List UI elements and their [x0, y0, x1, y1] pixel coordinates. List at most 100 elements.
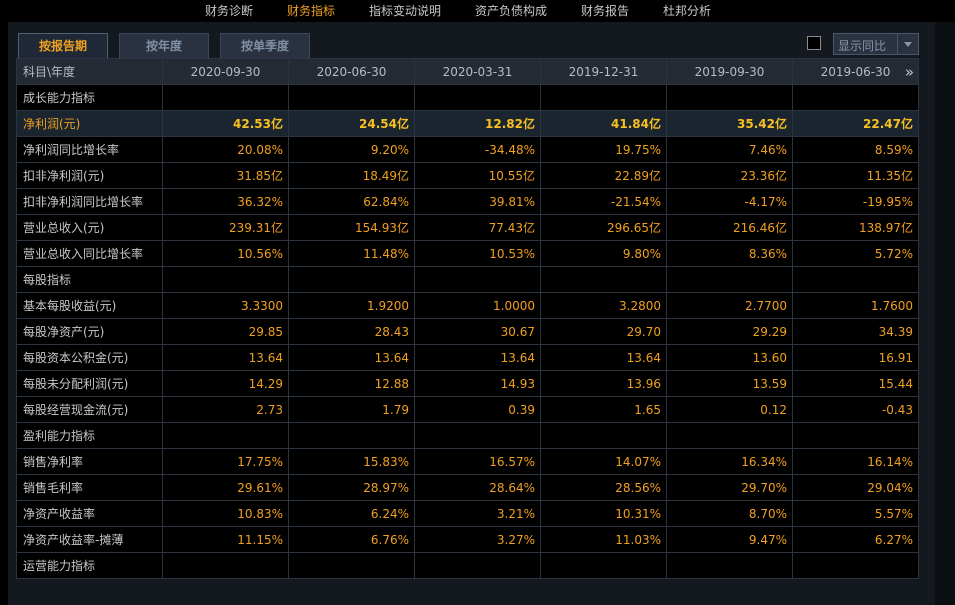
section-row: 每股指标: [16, 266, 919, 293]
value-cell: 5.57%: [792, 500, 919, 527]
row-label: 盈利能力指标: [16, 422, 163, 449]
yoy-checkbox[interactable]: [807, 36, 821, 50]
nav-indicator-changes[interactable]: 指标变动说明: [369, 4, 442, 18]
value-cell: 39.81%: [414, 188, 541, 215]
value-cell: 239.31亿: [162, 214, 289, 241]
value-cell: 22.47亿: [792, 110, 919, 137]
value-cell: 1.79: [288, 396, 415, 423]
value-cell: 296.65亿: [540, 214, 667, 241]
value-cell: 13.64: [414, 344, 541, 371]
right-scroll-strip: [935, 22, 955, 605]
value-cell: 18.49亿: [288, 162, 415, 189]
indicator-panel: 按报告期 按年度 按单季度 显示同比 科目\年度 2020-09-30 2020-0…: [8, 22, 935, 605]
column-date[interactable]: 2019-12-31: [540, 58, 667, 85]
value-cell: 62.84%: [288, 188, 415, 215]
value-cell: 0.12: [666, 396, 793, 423]
value-cell: 138.97亿: [792, 214, 919, 241]
value-cell: 42.53亿: [162, 110, 289, 137]
value-cell: 3.3300: [162, 292, 289, 319]
row-label: 成长能力指标: [16, 84, 163, 111]
top-nav: 财务诊断 财务指标 指标变动说明 资产负债构成 财务报告 杜邦分析: [0, 0, 955, 22]
value-cell: 29.70%: [666, 474, 793, 501]
nav-financial-reports[interactable]: 财务报告: [581, 4, 630, 18]
value-cell: [792, 422, 919, 449]
row-label: 营业总收入同比增长率: [16, 240, 163, 267]
table-row: 每股经营现金流(元) 2.73 1.79 0.39 1.65 0.12 -0.43: [16, 396, 919, 423]
value-cell: 7.46%: [666, 136, 793, 163]
value-cell: 16.57%: [414, 448, 541, 475]
value-cell: 3.21%: [414, 500, 541, 527]
yoy-label: 显示同比: [838, 39, 887, 53]
column-date[interactable]: 2020-03-31: [414, 58, 541, 85]
nav-dupont-analysis[interactable]: 杜邦分析: [663, 4, 712, 18]
value-cell: 22.89亿: [540, 162, 667, 189]
value-cell: 12.82亿: [414, 110, 541, 137]
value-cell: 14.07%: [540, 448, 667, 475]
value-cell: 9.80%: [540, 240, 667, 267]
value-cell: 1.0000: [414, 292, 541, 319]
table-row: 净利润(元) 42.53亿 24.54亿 12.82亿 41.84亿 35.42亿 22.4…: [16, 110, 919, 137]
nav-financial-diagnosis[interactable]: 财务诊断: [205, 4, 254, 18]
value-cell: [414, 84, 541, 111]
column-date[interactable]: 2019-06-30»: [792, 58, 919, 85]
value-cell: [792, 552, 919, 579]
value-cell: 8.59%: [792, 136, 919, 163]
table-row: 净资产收益率 10.83% 6.24% 3.21% 10.31% 8.70% 5.57%: [16, 500, 919, 527]
row-label: 扣非净利润同比增长率: [16, 188, 163, 215]
value-cell: 14.93: [414, 370, 541, 397]
value-cell: 216.46亿: [666, 214, 793, 241]
value-cell: 36.32%: [162, 188, 289, 215]
value-cell: [792, 84, 919, 111]
yoy-dropdown[interactable]: 显示同比: [833, 33, 919, 55]
nav-balance-composition[interactable]: 资产负债构成: [475, 4, 548, 18]
value-cell: 2.7700: [666, 292, 793, 319]
value-cell: 6.24%: [288, 500, 415, 527]
value-cell: 29.29: [666, 318, 793, 345]
value-cell: 1.65: [540, 396, 667, 423]
table-row: 扣非净利润同比增长率 36.32% 62.84% 39.81% -21.54% -4.17…: [16, 188, 919, 215]
table-row: 基本每股收益(元) 3.3300 1.9200 1.0000 3.2800 2.7700 1…: [16, 292, 919, 319]
column-date[interactable]: 2020-09-30: [162, 58, 289, 85]
value-cell: 3.2800: [540, 292, 667, 319]
value-cell: 28.97%: [288, 474, 415, 501]
value-cell: 11.03%: [540, 526, 667, 553]
value-cell: [162, 422, 289, 449]
value-cell: 28.43: [288, 318, 415, 345]
value-cell: 8.36%: [666, 240, 793, 267]
value-cell: 16.34%: [666, 448, 793, 475]
value-cell: 8.70%: [666, 500, 793, 527]
row-label: 每股净资产(元): [16, 318, 163, 345]
value-cell: 14.29: [162, 370, 289, 397]
nav-financial-indicators[interactable]: 财务指标: [287, 4, 336, 18]
value-cell: 10.83%: [162, 500, 289, 527]
value-cell: -0.43: [792, 396, 919, 423]
value-cell: 34.39: [792, 318, 919, 345]
chevron-down-icon[interactable]: [897, 34, 918, 54]
value-cell: 10.31%: [540, 500, 667, 527]
tab-by-year[interactable]: 按年度: [119, 33, 209, 59]
tab-by-report-period[interactable]: 按报告期: [18, 33, 108, 59]
column-date[interactable]: 2019-09-30: [666, 58, 793, 85]
row-label: 净利润(元): [16, 110, 163, 137]
value-cell: 41.84亿: [540, 110, 667, 137]
row-label: 销售毛利率: [16, 474, 163, 501]
value-cell: [162, 266, 289, 293]
double-chevron-right-icon[interactable]: »: [904, 63, 914, 81]
table-row: 营业总收入同比增长率 10.56% 11.48% 10.53% 9.80% 8.36% 5.…: [16, 240, 919, 267]
value-cell: -4.17%: [666, 188, 793, 215]
column-date[interactable]: 2020-06-30: [288, 58, 415, 85]
value-cell: 1.7600: [792, 292, 919, 319]
value-cell: 9.20%: [288, 136, 415, 163]
value-cell: [540, 84, 667, 111]
value-cell: 28.64%: [414, 474, 541, 501]
table-row: 营业总收入(元) 239.31亿 154.93亿 77.43亿 296.65亿 216.4…: [16, 214, 919, 241]
value-cell: 1.9200: [288, 292, 415, 319]
value-cell: [540, 422, 667, 449]
value-cell: [666, 266, 793, 293]
value-cell: [414, 422, 541, 449]
value-cell: 29.85: [162, 318, 289, 345]
value-cell: 10.55亿: [414, 162, 541, 189]
value-cell: 13.64: [288, 344, 415, 371]
tab-by-quarter[interactable]: 按单季度: [220, 33, 310, 59]
value-cell: 16.91: [792, 344, 919, 371]
